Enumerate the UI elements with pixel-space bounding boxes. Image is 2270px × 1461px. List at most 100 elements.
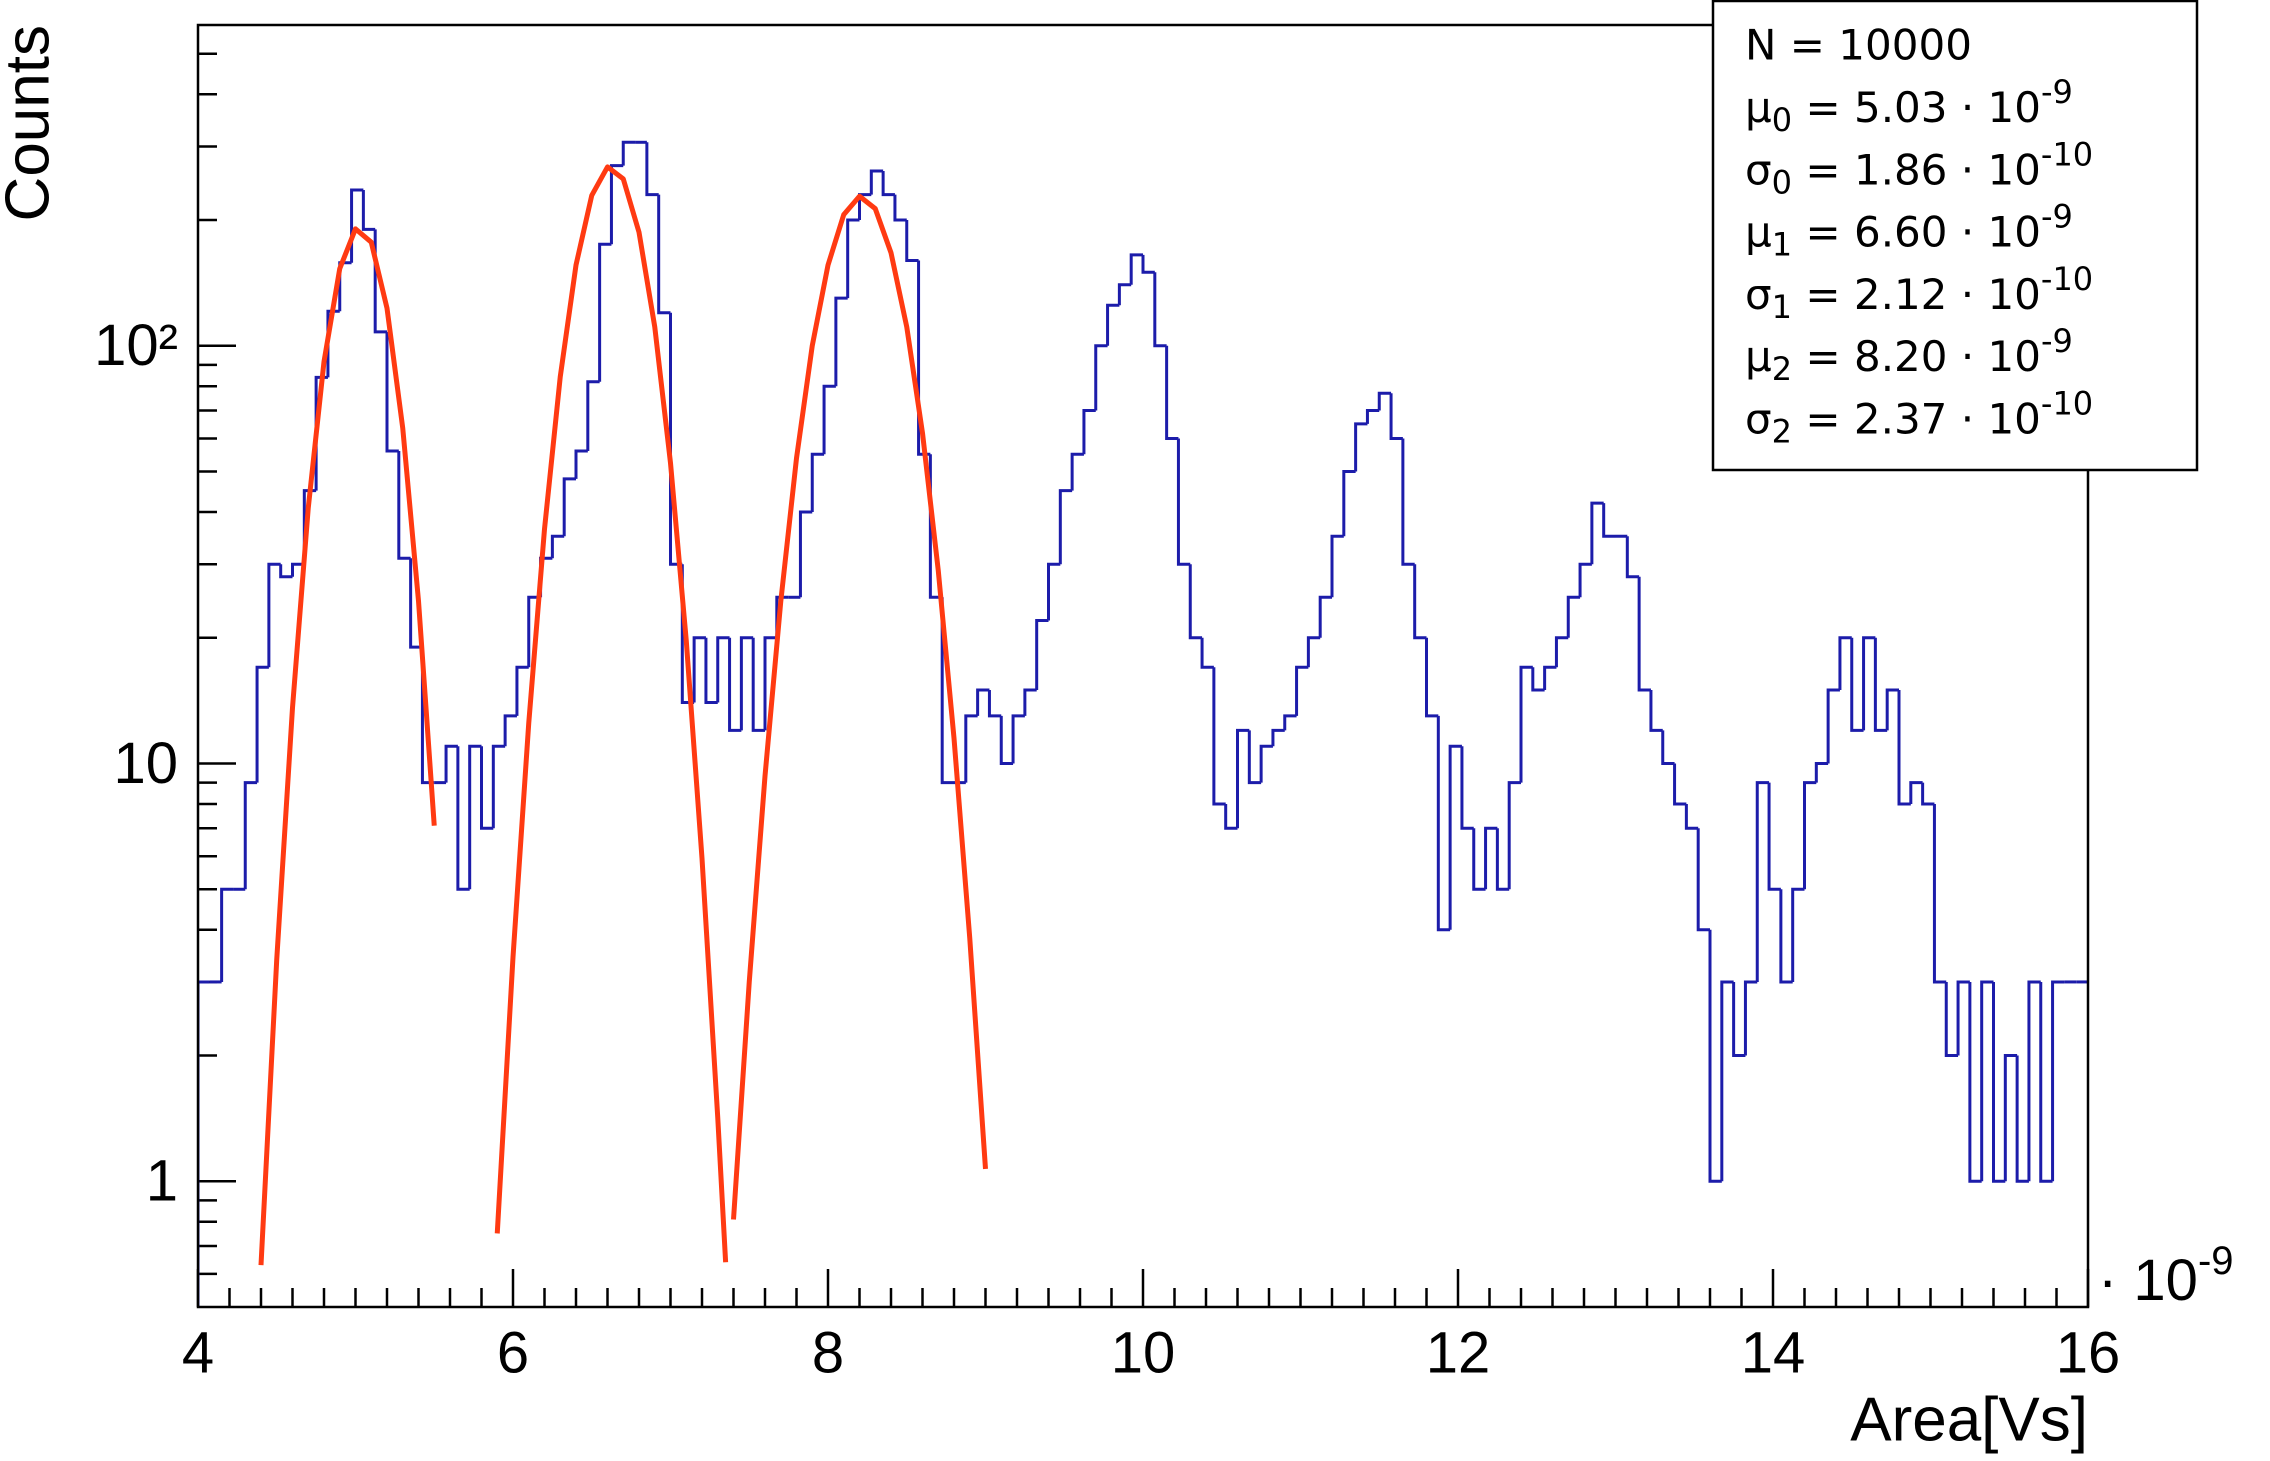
histogram-bin (881, 171, 895, 197)
histogram-bin (1271, 728, 1285, 747)
histogram-bin (1921, 782, 1935, 806)
x-multiplier-text: · 10 (2098, 1248, 2198, 1313)
y-tick-label: 10² (94, 313, 178, 378)
stats-text: = 6.60 · 10 (1792, 207, 2041, 256)
histogram-bin (999, 715, 1014, 766)
stats-symbol: σ (1745, 269, 1772, 318)
histogram-bin (609, 164, 624, 245)
histogram-bin (1058, 489, 1073, 565)
histogram-bin (1885, 688, 1899, 731)
histogram-bin (1365, 408, 1380, 424)
histogram-bin (763, 636, 777, 731)
histogram-bin (267, 562, 281, 668)
stats-text: = 5.03 · 10 (1792, 83, 2041, 132)
histogram-bin (1117, 283, 1132, 306)
stats-exponent: -9 (2041, 322, 2073, 360)
stats-symbol: σ (1745, 145, 1772, 194)
histogram-bin (291, 562, 305, 577)
histogram-bin (1236, 728, 1250, 829)
stats-text: = 2.37 · 10 (1792, 394, 2041, 443)
histogram-bin (1448, 744, 1462, 930)
histogram-bin (397, 450, 411, 560)
histogram-bin (834, 296, 848, 387)
histogram-bin (645, 142, 659, 197)
histogram-bin (1968, 981, 1982, 1183)
histogram-bin (574, 449, 588, 479)
plot-area (198, 140, 2088, 1307)
histogram-bin (1472, 828, 1486, 891)
histogram-bin (2015, 1055, 2029, 1183)
histogram-bin (869, 169, 884, 195)
histogram-bin (279, 564, 293, 579)
histogram-bin (385, 331, 399, 453)
histogram-bin (1814, 762, 1829, 783)
stats-index: 2 (1772, 350, 1792, 388)
histogram-bin (1519, 665, 1533, 783)
histogram-bin (1306, 636, 1321, 668)
histogram-bin (1673, 763, 1687, 806)
histogram-bin (1224, 803, 1238, 830)
histogram-bin (1578, 562, 1592, 598)
stats-symbol: μ (1745, 83, 1772, 132)
histogram-bin (1484, 826, 1498, 890)
histogram-bin (893, 194, 907, 222)
histogram-bin (1011, 714, 1025, 764)
histogram-bin (905, 220, 919, 263)
histogram-bin (1176, 438, 1191, 566)
histogram-bin (1992, 981, 2006, 1183)
stats-line: σ1 = 2.12 · 10-10 (1745, 260, 2093, 326)
histogram-bin (1283, 714, 1297, 731)
histogram-bin (326, 309, 340, 378)
histogram-bin (361, 190, 376, 231)
histogram-bin (1590, 501, 1604, 565)
histogram-bin (1684, 803, 1699, 830)
histogram-bin (739, 636, 754, 731)
stats-index: 0 (1772, 101, 1792, 139)
y-tick-label: 10 (113, 731, 178, 796)
histogram-bin (220, 887, 234, 982)
histogram-bin (692, 636, 706, 703)
histogram-bin (1554, 636, 1569, 668)
histogram-bin (1094, 344, 1108, 411)
histogram-bin (1779, 889, 1793, 984)
histogram-bin (964, 714, 978, 783)
histogram-bin (409, 558, 423, 649)
histogram-bin (503, 714, 517, 747)
histogram-bin (1637, 576, 1651, 692)
histogram-bin (1743, 980, 1758, 1056)
histogram-bin (1791, 887, 1805, 982)
histogram-bin (491, 744, 506, 829)
histogram-bin (1625, 536, 1640, 579)
histogram-bin (1531, 667, 1545, 692)
histogram-bin (846, 218, 860, 299)
histogram-bin (1708, 929, 1722, 1183)
x-tick-label: 16 (2056, 1320, 2121, 1385)
histogram-bin (255, 665, 269, 783)
plot-frame (196, 23, 2090, 1309)
stats-line: μ1 = 6.60 · 10-9 (1745, 198, 2073, 264)
stats-exponent: -10 (2041, 260, 2093, 298)
x-axis-multiplier: · 10-9 (2098, 1239, 2234, 1314)
histogram-bin (704, 637, 718, 704)
x-tick-label: 12 (1426, 1320, 1491, 1385)
histogram-bin (1330, 534, 1344, 598)
stats-symbol: σ (1745, 394, 1772, 443)
stats-index: 0 (1772, 163, 1792, 201)
histogram-bin (1602, 503, 1616, 538)
stats-exponent: -9 (2041, 198, 2073, 236)
histogram-bin (1354, 422, 1368, 472)
stats-line: μ2 = 8.20 · 10-9 (1745, 322, 2073, 388)
stats-line: σ2 = 2.37 · 10-10 (1745, 385, 2093, 451)
histogram-bin (1543, 665, 1557, 690)
stats-line: σ0 = 1.86 · 10-10 (1745, 135, 2093, 201)
histogram-bin (1342, 470, 1356, 537)
histogram-bin (1909, 781, 1923, 804)
histogram-bin (1838, 636, 1852, 690)
x-tick-label: 6 (497, 1320, 529, 1385)
x-tick-label: 14 (1741, 1320, 1806, 1385)
histogram-bin (798, 510, 813, 598)
histogram-bin (1153, 272, 1167, 348)
histogram-bin (1247, 730, 1262, 785)
histogram-bin (1566, 595, 1581, 638)
stats-exponent: -9 (2041, 73, 2073, 111)
